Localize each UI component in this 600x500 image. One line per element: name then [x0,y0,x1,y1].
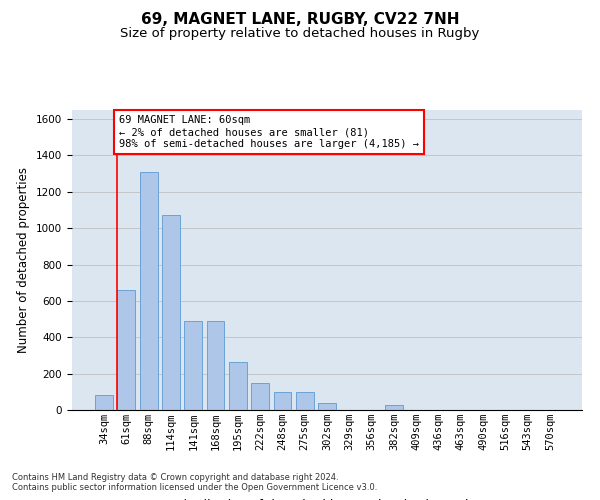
Text: Contains public sector information licensed under the Open Government Licence v3: Contains public sector information licen… [12,484,377,492]
Bar [318,402,336,410]
Bar [296,392,314,410]
Text: 69 MAGNET LANE: 60sqm
← 2% of detached houses are smaller (81)
98% of semi-detac: 69 MAGNET LANE: 60sqm ← 2% of detached h… [119,116,419,148]
Bar [162,216,180,410]
Y-axis label: Number of detached properties: Number of detached properties [17,167,31,353]
Bar [206,321,224,410]
Bar [140,172,158,410]
X-axis label: Distribution of detached houses by size in Rugby: Distribution of detached houses by size … [174,499,480,500]
Bar [274,392,292,410]
Bar [95,396,113,410]
Text: 69, MAGNET LANE, RUGBY, CV22 7NH: 69, MAGNET LANE, RUGBY, CV22 7NH [141,12,459,28]
Text: Size of property relative to detached houses in Rugby: Size of property relative to detached ho… [121,28,479,40]
Bar [184,321,202,410]
Bar [229,362,247,410]
Bar [118,290,136,410]
Bar [251,382,269,410]
Text: Contains HM Land Registry data © Crown copyright and database right 2024.: Contains HM Land Registry data © Crown c… [12,474,338,482]
Bar [385,404,403,410]
